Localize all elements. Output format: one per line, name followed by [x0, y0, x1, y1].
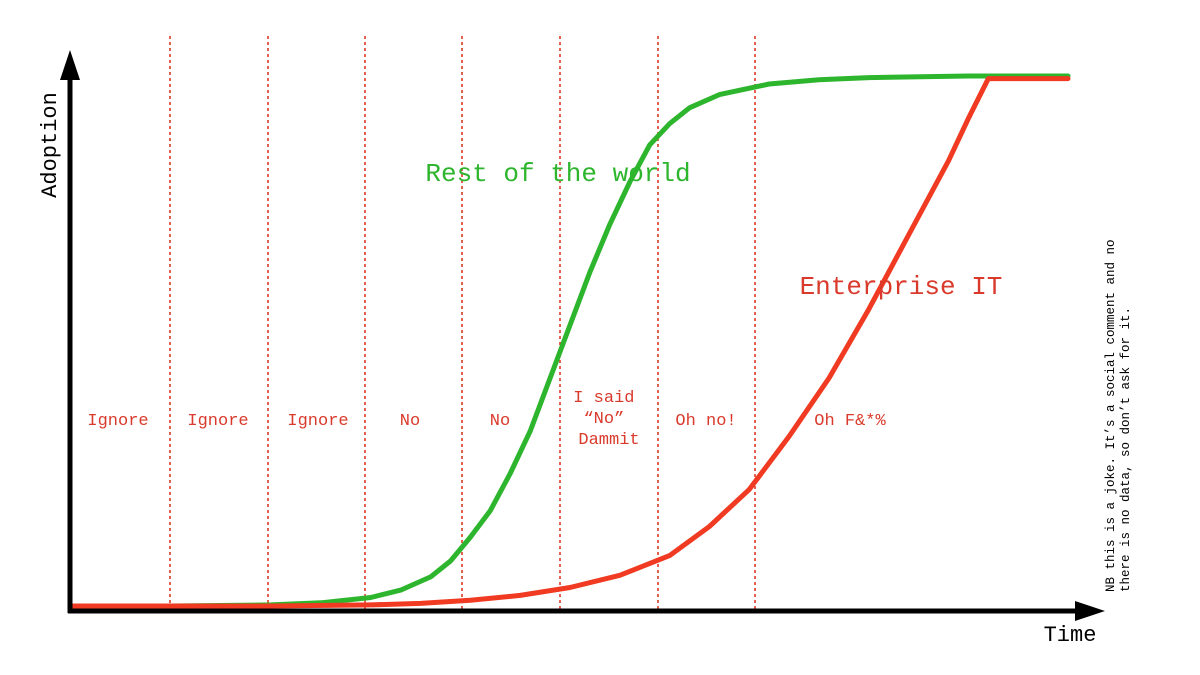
phase-label-ignore-3: Ignore: [287, 412, 348, 431]
y-axis-arrowhead: [60, 50, 80, 80]
series-label-rest-of-world: Rest of the world: [425, 159, 690, 189]
phase-label-oh-no: Oh no!: [675, 412, 736, 431]
phase-label-no-2: No: [490, 412, 510, 431]
axes: [60, 50, 1105, 621]
phase-label-no-1: No: [400, 412, 420, 431]
disclaimer-note-line: NB this is a joke. It’s a social comment…: [1104, 239, 1118, 592]
series-line-enterprise-it: [69, 76, 1071, 609]
disclaimer-note: NB this is a joke. It’s a social comment…: [1104, 232, 1133, 592]
x-axis-label: Time: [1044, 623, 1097, 648]
x-axis-arrowhead: [1075, 601, 1105, 621]
disclaimer-note-line: there is no data, so don’t ask for it.: [1119, 307, 1133, 592]
phase-labels: Ignore Ignore Ignore No No I said “No” D…: [87, 389, 886, 450]
phase-label-ignore-1: Ignore: [87, 412, 148, 431]
phase-label-ignore-2: Ignore: [187, 412, 248, 431]
phase-label-oh-f: Oh F&*%: [814, 412, 886, 431]
phase-label-i-said-no-dammit: I said “No” Dammit: [573, 389, 644, 450]
phase-label-line: Dammit: [578, 431, 639, 450]
series-group: [69, 73, 1071, 609]
y-axis-label: Adoption: [38, 92, 63, 198]
series-line-rest-of-world: [69, 73, 1071, 609]
series-label-enterprise-it: Enterprise IT: [800, 272, 1003, 302]
phase-label-line: “No”: [583, 410, 624, 429]
phase-dividers: [169, 36, 756, 610]
phase-label-line: I said: [573, 389, 634, 408]
